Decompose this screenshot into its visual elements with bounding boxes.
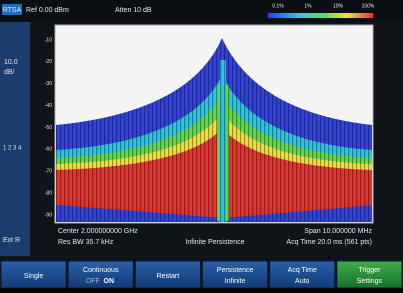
left-panel	[0, 22, 30, 256]
ref-level: Ref 0.00 dBm	[26, 7, 69, 14]
ext-ref: Ext R	[3, 237, 20, 244]
y-axis-label: -40	[45, 103, 52, 109]
softkey[interactable]: Trigger Settings	[337, 261, 402, 288]
colorbar	[268, 13, 373, 18]
acq-time: Acq Time 20.0 ms (561 pts)	[286, 239, 372, 246]
y-axis-label: -70	[45, 169, 52, 175]
y-axis-label: -10	[45, 37, 52, 43]
softkey-label[interactable]: Continuous	[83, 267, 119, 274]
y-axis-label: -90	[45, 212, 52, 218]
softkey-option[interactable]: OFF	[86, 278, 100, 285]
scale: 10.0	[4, 59, 18, 66]
y-axis-label: -80	[45, 190, 52, 196]
scale-unit: dB/	[4, 69, 15, 76]
res-bw: Res BW 35.7 kHz	[58, 239, 114, 246]
softkey[interactable]: Continuous OFF ON	[68, 261, 133, 288]
colorbar-label: 100%	[362, 3, 375, 9]
traces: 1 2 3 4	[3, 146, 22, 152]
persistence-mode: Infinite Persistence	[185, 239, 244, 246]
center-freq: Center 2.000000000 GHz	[58, 228, 138, 235]
mode: RTSA	[3, 7, 22, 14]
softkey-value[interactable]: Auto	[295, 278, 310, 285]
y-axis-label: -20	[45, 59, 52, 65]
y-axis-label: -30	[45, 81, 52, 87]
softkey-label[interactable]: Trigger	[358, 267, 381, 274]
colorbar-label: 1%	[304, 3, 312, 9]
softkey[interactable]: Single	[1, 261, 66, 288]
softkey-label[interactable]: Single	[24, 273, 44, 280]
softkey[interactable]: Acq Time Auto	[270, 261, 335, 288]
softkey-value[interactable]: Settings	[357, 278, 383, 285]
attenuation: Atten 10 dB	[115, 7, 152, 14]
softkey-label[interactable]: Persistence	[217, 267, 254, 274]
colorbar-label: 10%	[333, 3, 344, 9]
softkey[interactable]: Restart	[135, 261, 200, 288]
softkey-value[interactable]: Infinite	[225, 278, 246, 285]
softkey-label[interactable]: Acq Time	[288, 267, 317, 274]
y-axis-label: -50	[45, 125, 52, 131]
colorbar-label: 0.1%	[272, 3, 284, 9]
span: Span 10.000000 MHz	[304, 228, 372, 235]
analyzer-screen: RTSA Ref 0.00 dBm Atten 10 dB 0.1% 1% 10% 1…	[0, 0, 403, 288]
softkey-option[interactable]: ON	[104, 278, 115, 285]
softkey[interactable]: Persistence Infinite	[203, 261, 268, 288]
y-axis-label: -60	[45, 147, 52, 153]
softkey-label[interactable]: Restart	[157, 273, 180, 280]
softkey-button[interactable]	[68, 261, 133, 288]
